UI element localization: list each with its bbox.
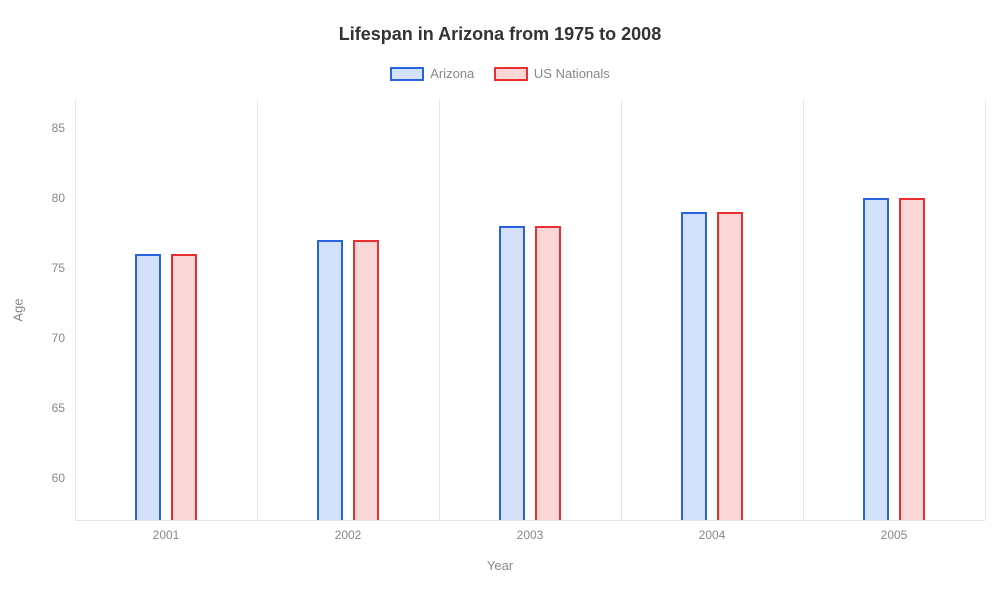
y-tick-label: 65 bbox=[35, 401, 65, 415]
y-tick-label: 80 bbox=[35, 191, 65, 205]
bar bbox=[717, 212, 743, 520]
bar bbox=[171, 254, 197, 520]
x-tick-label: 2004 bbox=[699, 528, 726, 542]
y-axis-label: Age bbox=[11, 298, 26, 321]
x-axis-label: Year bbox=[0, 558, 1000, 573]
bar bbox=[499, 226, 525, 520]
gridline-vertical bbox=[621, 100, 622, 520]
x-tick-label: 2003 bbox=[517, 528, 544, 542]
legend: Arizona US Nationals bbox=[0, 66, 1000, 84]
bar bbox=[317, 240, 343, 520]
legend-item-usnationals: US Nationals bbox=[494, 66, 610, 81]
legend-swatch-arizona bbox=[390, 67, 424, 81]
chart-container: Lifespan in Arizona from 1975 to 2008 Ar… bbox=[0, 0, 1000, 600]
gridline-vertical bbox=[75, 100, 76, 520]
gridline-vertical bbox=[439, 100, 440, 520]
chart-title: Lifespan in Arizona from 1975 to 2008 bbox=[0, 24, 1000, 45]
y-tick-label: 85 bbox=[35, 121, 65, 135]
bar bbox=[681, 212, 707, 520]
y-tick-label: 75 bbox=[35, 261, 65, 275]
x-tick-label: 2005 bbox=[881, 528, 908, 542]
legend-label-usnationals: US Nationals bbox=[534, 66, 610, 81]
y-tick-label: 60 bbox=[35, 471, 65, 485]
gridline-vertical bbox=[257, 100, 258, 520]
gridline-vertical bbox=[803, 100, 804, 520]
x-tick-label: 2001 bbox=[153, 528, 180, 542]
bar bbox=[535, 226, 561, 520]
legend-item-arizona: Arizona bbox=[390, 66, 474, 81]
bar bbox=[863, 198, 889, 520]
bar bbox=[899, 198, 925, 520]
gridline-vertical bbox=[985, 100, 986, 520]
x-tick-label: 2002 bbox=[335, 528, 362, 542]
y-tick-label: 70 bbox=[35, 331, 65, 345]
plot-area bbox=[75, 100, 985, 520]
x-axis-baseline bbox=[75, 520, 985, 521]
bar bbox=[353, 240, 379, 520]
bar bbox=[135, 254, 161, 520]
legend-label-arizona: Arizona bbox=[430, 66, 474, 81]
legend-swatch-usnationals bbox=[494, 67, 528, 81]
